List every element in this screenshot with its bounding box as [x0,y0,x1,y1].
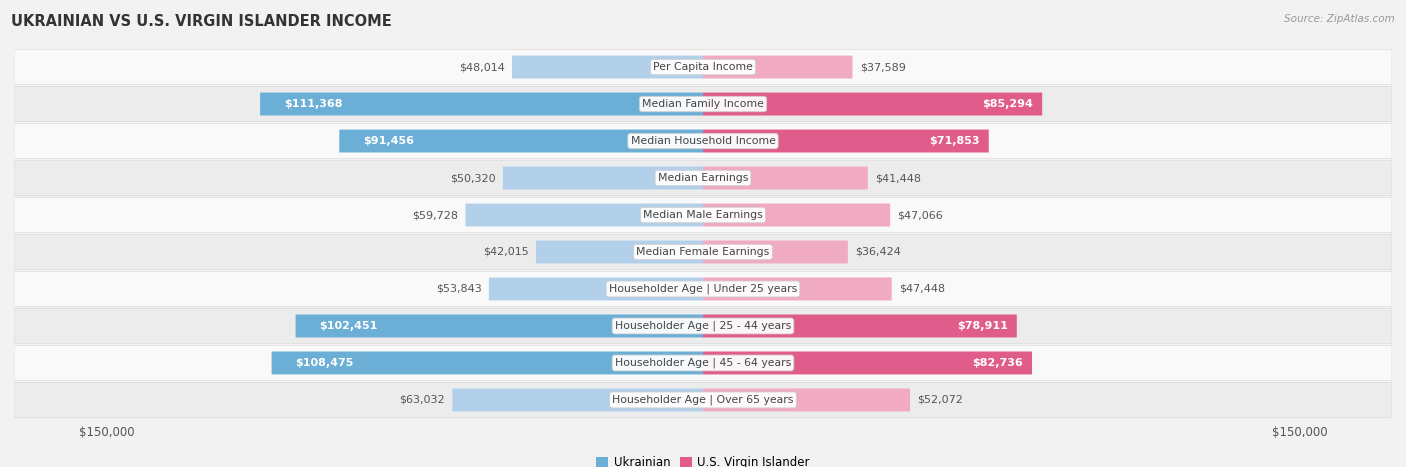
Text: $71,853: $71,853 [929,136,980,146]
Legend: Ukrainian, U.S. Virgin Islander: Ukrainian, U.S. Virgin Islander [592,452,814,467]
Text: $82,736: $82,736 [973,358,1024,368]
FancyBboxPatch shape [339,129,703,153]
FancyBboxPatch shape [14,272,1392,306]
Text: Median Household Income: Median Household Income [630,136,776,146]
FancyBboxPatch shape [703,389,910,411]
FancyBboxPatch shape [703,241,848,263]
Text: $111,368: $111,368 [284,99,343,109]
FancyBboxPatch shape [14,234,1392,269]
FancyBboxPatch shape [703,204,890,226]
FancyBboxPatch shape [271,352,703,375]
FancyBboxPatch shape [14,161,1392,195]
Text: $48,014: $48,014 [458,62,505,72]
FancyBboxPatch shape [14,382,1392,417]
Text: $102,451: $102,451 [319,321,378,331]
FancyBboxPatch shape [295,314,703,338]
FancyBboxPatch shape [14,198,1392,233]
Text: $108,475: $108,475 [295,358,354,368]
Text: $37,589: $37,589 [859,62,905,72]
FancyBboxPatch shape [536,241,703,263]
Text: $59,728: $59,728 [412,210,458,220]
FancyBboxPatch shape [14,309,1392,343]
FancyBboxPatch shape [703,129,988,153]
Text: $63,032: $63,032 [399,395,446,405]
FancyBboxPatch shape [453,389,703,411]
FancyBboxPatch shape [703,56,852,78]
Text: Householder Age | Over 65 years: Householder Age | Over 65 years [612,395,794,405]
FancyBboxPatch shape [703,167,868,190]
Text: Median Family Income: Median Family Income [643,99,763,109]
Text: Householder Age | 25 - 44 years: Householder Age | 25 - 44 years [614,321,792,331]
Text: Householder Age | 45 - 64 years: Householder Age | 45 - 64 years [614,358,792,368]
Text: $36,424: $36,424 [855,247,901,257]
Text: Source: ZipAtlas.com: Source: ZipAtlas.com [1284,14,1395,24]
Text: UKRAINIAN VS U.S. VIRGIN ISLANDER INCOME: UKRAINIAN VS U.S. VIRGIN ISLANDER INCOME [11,14,392,29]
Text: Median Male Earnings: Median Male Earnings [643,210,763,220]
FancyBboxPatch shape [14,87,1392,121]
FancyBboxPatch shape [260,92,703,115]
Text: Per Capita Income: Per Capita Income [652,62,754,72]
FancyBboxPatch shape [489,277,703,300]
Text: $91,456: $91,456 [363,136,415,146]
FancyBboxPatch shape [703,314,1017,338]
FancyBboxPatch shape [465,204,703,226]
Text: $42,015: $42,015 [484,247,529,257]
FancyBboxPatch shape [14,346,1392,380]
Text: $78,911: $78,911 [957,321,1008,331]
Text: $85,294: $85,294 [983,99,1033,109]
FancyBboxPatch shape [503,167,703,190]
FancyBboxPatch shape [703,352,1032,375]
FancyBboxPatch shape [703,277,891,300]
Text: $41,448: $41,448 [875,173,921,183]
Text: $47,448: $47,448 [898,284,945,294]
Text: $47,066: $47,066 [897,210,943,220]
FancyBboxPatch shape [14,124,1392,158]
Text: Median Earnings: Median Earnings [658,173,748,183]
FancyBboxPatch shape [512,56,703,78]
Text: $53,843: $53,843 [436,284,482,294]
FancyBboxPatch shape [14,50,1392,85]
Text: $50,320: $50,320 [450,173,496,183]
Text: Median Female Earnings: Median Female Earnings [637,247,769,257]
FancyBboxPatch shape [703,92,1042,115]
Text: $52,072: $52,072 [917,395,963,405]
Text: Householder Age | Under 25 years: Householder Age | Under 25 years [609,284,797,294]
